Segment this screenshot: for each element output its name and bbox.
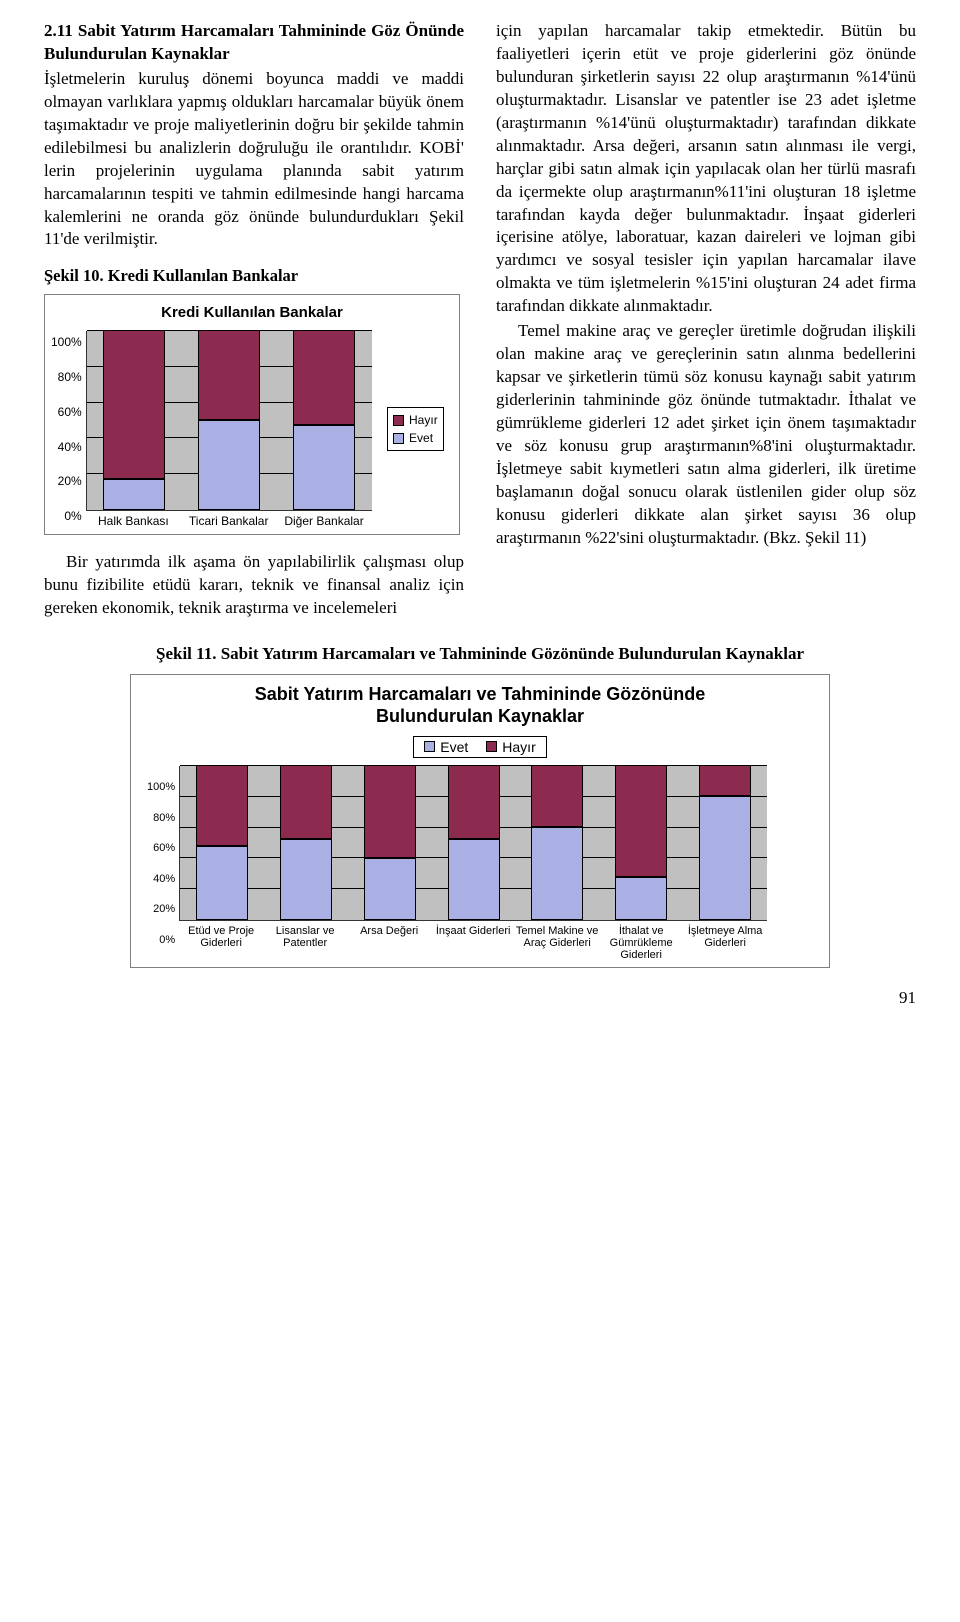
legend-swatch-hayir — [393, 415, 404, 426]
x-axis-label: Halk Bankası — [86, 515, 181, 528]
page-number: 91 — [44, 988, 916, 1008]
x-axis-label: Etüd ve Proje Giderleri — [179, 925, 263, 961]
bar — [531, 765, 583, 920]
chart10-legend: Hayır Evet — [387, 407, 444, 451]
left-paragraph-2: Bir yatırımda ilk aşama ön yapılabilirli… — [44, 551, 464, 620]
bar — [448, 765, 500, 920]
legend-item-evet: Evet — [424, 739, 468, 755]
chart11-x-labels: Etüd ve Proje GiderleriLisanslar ve Pate… — [179, 925, 767, 961]
legend-swatch-evet — [393, 433, 404, 444]
x-axis-label: Temel Makine ve Araç Giderleri — [515, 925, 599, 961]
chart11-inner-title: Sabit Yatırım Harcamaları ve Tahmininde … — [137, 683, 823, 728]
bar — [280, 765, 332, 920]
chart11-bars — [180, 766, 767, 920]
chart10-bars — [87, 331, 372, 510]
legend-swatch-hayir — [486, 741, 497, 752]
right-paragraph-1: için yapılan harcamalar takip etmektedir… — [496, 20, 916, 318]
bar — [198, 330, 260, 510]
legend-item-hayir: Hayır — [486, 739, 535, 755]
chart10-inner-title: Kredi Kullanılan Bankalar — [51, 303, 453, 323]
x-axis-label: Ticari Bankalar — [181, 515, 276, 528]
chart10-x-labels: Halk BankasıTicari BankalarDiğer Bankala… — [86, 515, 372, 528]
chart10: Kredi Kullanılan Bankalar 100%80%60%40%2… — [44, 294, 460, 535]
x-axis-label: Lisanslar ve Patentler — [263, 925, 347, 961]
chart10-y-axis: 100%80%60%40%20%0% — [51, 334, 86, 524]
chart11: Sabit Yatırım Harcamaları ve Tahmininde … — [130, 674, 830, 968]
legend-label-evet: Evet — [409, 429, 433, 447]
x-axis-label: Arsa Değeri — [347, 925, 431, 961]
x-axis-label: İthalat ve Gümrükleme Giderleri — [599, 925, 683, 961]
bar — [196, 765, 248, 920]
bar — [293, 330, 355, 510]
left-paragraph-1: İşletmelerin kuruluş dönemi boyunca madd… — [44, 68, 464, 252]
legend-item-hayir: Hayır — [393, 411, 438, 429]
right-paragraph-2: Temel makine araç ve gereçler üretimle d… — [496, 320, 916, 549]
left-column: 2.11 Sabit Yatırım Harcamaları Tahminind… — [44, 20, 464, 622]
x-axis-label: İşletmeye Alma Giderleri — [683, 925, 767, 961]
x-axis-label: İnşaat Giderleri — [431, 925, 515, 961]
bar — [364, 765, 416, 920]
right-column: için yapılan harcamalar takip etmektedir… — [496, 20, 916, 622]
bar — [103, 330, 165, 510]
legend-label-evet: Evet — [440, 739, 468, 755]
chart11-y-axis: 100%80%60%40%20%0% — [147, 781, 179, 946]
chart11-legend: Evet Hayır — [137, 736, 823, 758]
chart10-caption: Şekil 10. Kredi Kullanılan Bankalar — [44, 265, 464, 287]
chart11-caption: Şekil 11. Sabit Yatırım Harcamaları ve T… — [44, 644, 916, 664]
two-column-layout: 2.11 Sabit Yatırım Harcamaları Tahminind… — [44, 20, 916, 622]
section-heading: 2.11 Sabit Yatırım Harcamaları Tahminind… — [44, 20, 464, 66]
bar — [615, 765, 667, 920]
bottom-chart-block: Şekil 11. Sabit Yatırım Harcamaları ve T… — [44, 644, 916, 968]
chart10-plot-area — [86, 331, 372, 511]
legend-item-evet: Evet — [393, 429, 438, 447]
bar — [699, 765, 751, 920]
legend-label-hayir: Hayır — [409, 411, 438, 429]
x-axis-label: Diğer Bankalar — [276, 515, 371, 528]
legend-label-hayir: Hayır — [502, 739, 535, 755]
chart11-plot-area — [179, 766, 767, 921]
legend-swatch-evet — [424, 741, 435, 752]
